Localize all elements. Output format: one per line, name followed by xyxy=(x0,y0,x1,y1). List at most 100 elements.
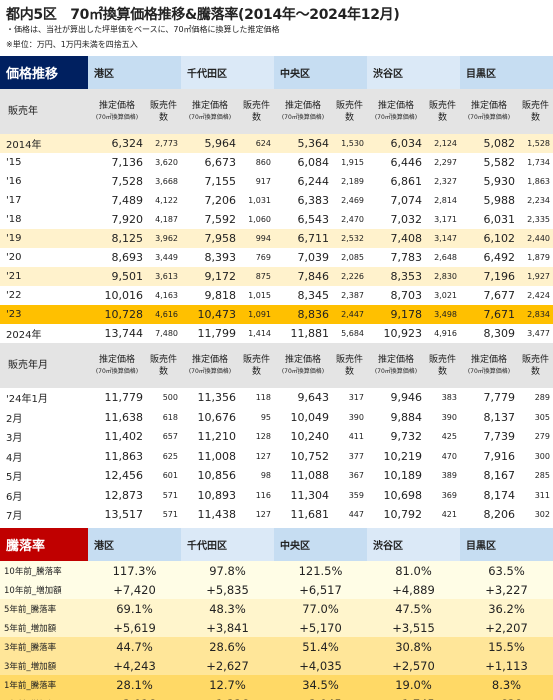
rate-cell: 47.5% xyxy=(367,599,460,618)
count-cell: 389 xyxy=(441,471,457,481)
period-label: '24年1月 xyxy=(6,394,48,406)
rate-cell: 12.7% xyxy=(181,675,274,694)
price-cell: 9,732 xyxy=(390,430,423,444)
count-cell: 279 xyxy=(534,432,550,442)
count-cell: 1,863 xyxy=(527,177,550,186)
price-cell: 10,473 xyxy=(181,305,239,324)
count-cell: 302 xyxy=(534,510,550,520)
count-col-header: 販売件数 xyxy=(518,89,553,134)
price-col-label: 推定価格 xyxy=(98,100,135,111)
table-row: 7月 13,517 571 11,438 127 11,681 447 10,792 421 8,… xyxy=(0,505,553,525)
count-cell: 875 xyxy=(239,267,274,286)
count-cell: 289 xyxy=(534,393,550,403)
table-row: '18 7,920 4,187 7,592 1,060 6,543 2,470 7,032 3,… xyxy=(0,210,553,229)
rate-cell: 97.8% xyxy=(181,561,274,580)
rate-cell: +3,841 xyxy=(181,618,274,637)
price-col-header: 推定価格 (70㎡換算価格) xyxy=(88,89,146,134)
ward-header: 中央区 xyxy=(274,528,367,561)
price-cell: 8,836 xyxy=(274,305,332,324)
rate-table: 騰落率 港区 千代田区 中央区 渋谷区 目黒区 10年前_騰落率 117.3% 97.8% 121… xyxy=(0,528,553,700)
count-col-header: 販売件数 xyxy=(146,89,181,134)
price-col-label: 推定価格 xyxy=(377,100,414,111)
rate-cell: +5,835 xyxy=(181,580,274,599)
note-unit: ※単位：万円、1万円未満を四捨五入 xyxy=(6,40,138,49)
count-cell: 1,879 xyxy=(527,253,550,262)
rate-cell: 19.0% xyxy=(367,675,460,694)
price-col-sublabel: (70㎡換算価格) xyxy=(188,367,232,375)
count-cell: 1,414 xyxy=(248,329,271,338)
count-cell: 1,015 xyxy=(248,291,271,300)
price-cell: 11,304 xyxy=(290,488,330,502)
count-cell: 2,297 xyxy=(434,158,457,167)
price-cell: 11,799 xyxy=(197,327,237,340)
count-cell: 2,773 xyxy=(146,134,181,153)
rate-label: 5年前_増加額 xyxy=(0,618,88,637)
count-cell: 994 xyxy=(239,229,274,248)
price-cell: 8,345 xyxy=(297,289,330,302)
count-cell: 917 xyxy=(255,177,271,186)
rate-cell: +3,515 xyxy=(367,618,460,637)
period-label: '21 xyxy=(0,267,88,286)
count-cell: 447 xyxy=(348,510,364,520)
price-cell: 7,671 xyxy=(460,305,518,324)
count-cell: 5,684 xyxy=(341,329,364,338)
price-cell: 8,174 xyxy=(483,488,516,502)
price-cell: 8,353 xyxy=(367,267,425,286)
count-cell: 2,327 xyxy=(434,177,457,186)
rate-ward-header: 騰落率 港区 千代田区 中央区 渋谷区 目黒区 xyxy=(0,528,553,561)
period-label: '20 xyxy=(6,252,22,263)
period-col-label: 販売年月 xyxy=(0,343,88,388)
count-cell: 127 xyxy=(255,510,271,520)
count-cell: 390 xyxy=(441,412,457,422)
price-cell: 10,893 xyxy=(197,488,237,502)
rate-row: 1年前_増加額+3,016+1,326+3,045+1,745+638 xyxy=(0,694,553,700)
count-cell: 2,387 xyxy=(341,291,364,300)
ward-header: 港区 xyxy=(88,56,181,89)
period-col-label: 販売年 xyxy=(0,89,88,134)
table-row: '22 10,016 4,163 9,818 1,015 8,345 2,387 8,703 3… xyxy=(0,286,553,305)
count-cell: 470 xyxy=(441,451,457,461)
price-cell: 10,923 xyxy=(383,327,423,340)
price-col-label: 推定価格 xyxy=(470,100,507,111)
rate-cell: 69.1% xyxy=(88,599,181,618)
count-cell: 2,814 xyxy=(434,196,457,205)
count-cell: 860 xyxy=(255,158,271,167)
price-cell: 7,032 xyxy=(390,213,423,226)
count-cell: 1,530 xyxy=(332,134,367,153)
rate-cell: 44.7% xyxy=(88,637,181,656)
period-label: 4月 xyxy=(6,452,23,464)
price-cell: 7,739 xyxy=(483,430,516,444)
rate-row: 1年前_騰落率 28.1% 12.7% 34.5% 19.0% 8.3% xyxy=(0,675,553,694)
count-cell: 1,031 xyxy=(248,196,271,205)
count-cell: 116 xyxy=(255,490,271,500)
rate-cell: +2,627 xyxy=(181,656,274,675)
rate-cell: 81.0% xyxy=(367,561,460,580)
rate-cell: 63.5% xyxy=(460,561,553,580)
period-label: 2月 xyxy=(6,413,23,425)
price-cell: 5,930 xyxy=(483,175,516,188)
month-subheader: 販売年月 推定価格 (70㎡換算価格) 販売件数 推定価格 (70㎡換算価格) 販売件数 推定… xyxy=(0,343,553,388)
price-cell: 10,676 xyxy=(197,410,237,424)
price-cell: 13,517 xyxy=(104,508,144,522)
price-col-sublabel: (70㎡換算価格) xyxy=(188,113,232,121)
price-cell: 6,673 xyxy=(204,156,237,169)
count-cell: 1,528 xyxy=(518,134,553,153)
rate-cell: +638 xyxy=(460,694,553,700)
count-col-header: 販売件数 xyxy=(518,343,553,388)
price-cell: 11,438 xyxy=(197,508,237,522)
price-cell: 11,681 xyxy=(290,508,330,522)
price-cell: 6,446 xyxy=(390,156,423,169)
price-col-label: 推定価格 xyxy=(377,354,414,365)
price-cell: 6,084 xyxy=(297,156,330,169)
price-cell: 11,638 xyxy=(104,410,144,424)
rate-cell: +3,045 xyxy=(274,694,367,700)
price-col-sublabel: (70㎡換算価格) xyxy=(281,367,325,375)
count-cell: 2,470 xyxy=(341,215,364,224)
rate-cell: +5,170 xyxy=(274,618,367,637)
price-cell: 10,016 xyxy=(104,289,144,302)
table-row: 2月 11,638 618 10,676 95 10,049 390 9,884 390 8,13… xyxy=(0,408,553,428)
count-cell: 127 xyxy=(255,451,271,461)
count-cell: 769 xyxy=(255,253,271,262)
rate-cell: 28.6% xyxy=(181,637,274,656)
price-cell: 7,958 xyxy=(181,229,239,248)
